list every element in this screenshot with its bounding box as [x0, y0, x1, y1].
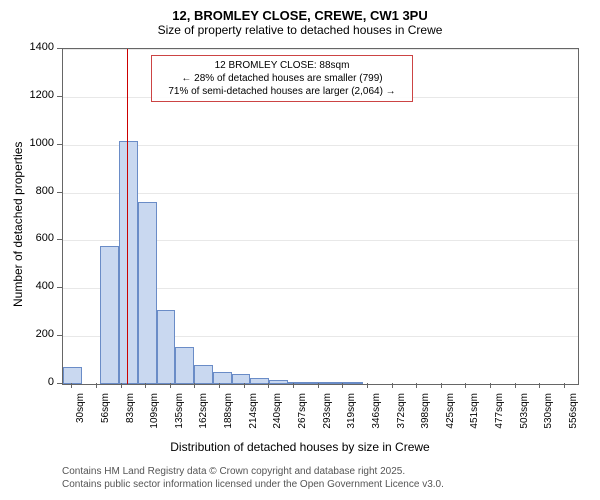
x-tick-label: 530sqm	[543, 393, 554, 435]
x-tick-label: 398sqm	[420, 393, 431, 435]
x-tick-label: 372sqm	[396, 393, 407, 435]
x-tick	[392, 383, 393, 388]
x-tick	[96, 383, 97, 388]
x-tick	[71, 383, 72, 388]
x-tick	[145, 383, 146, 388]
x-tick-label: 477sqm	[494, 393, 505, 435]
y-tick	[57, 335, 62, 336]
x-tick	[318, 383, 319, 388]
x-tick	[170, 383, 171, 388]
x-tick-label: 503sqm	[519, 393, 530, 435]
x-tick-label: 267sqm	[297, 393, 308, 435]
x-tick	[490, 383, 491, 388]
histogram-bar	[157, 310, 176, 384]
histogram-bar	[288, 382, 307, 384]
x-tick-label: 319sqm	[346, 393, 357, 435]
footer-line2: Contains public sector information licen…	[62, 478, 444, 491]
x-tick-label: 214sqm	[248, 393, 259, 435]
x-tick	[441, 383, 442, 388]
y-tick	[57, 192, 62, 193]
histogram-bar	[213, 372, 232, 384]
y-tick	[57, 287, 62, 288]
x-tick-label: 451sqm	[469, 393, 480, 435]
histogram-bar	[100, 246, 119, 384]
histogram-bar	[138, 202, 157, 384]
x-tick	[564, 383, 565, 388]
histogram-bar	[119, 141, 138, 384]
annotation-line: 71% of semi-detached houses are larger (…	[158, 85, 406, 98]
chart-title-main: 12, BROMLEY CLOSE, CREWE, CW1 3PU	[0, 0, 600, 23]
y-tick-label: 1400	[14, 41, 54, 53]
x-tick	[121, 383, 122, 388]
histogram-bar	[306, 382, 325, 384]
histogram-bar	[194, 365, 213, 384]
y-tick	[57, 48, 62, 49]
histogram-bar	[269, 380, 288, 384]
x-tick	[416, 383, 417, 388]
x-tick	[268, 383, 269, 388]
plot-area: 12 BROMLEY CLOSE: 88sqm← 28% of detached…	[62, 48, 579, 385]
histogram-bar	[232, 374, 251, 384]
footer-line1: Contains HM Land Registry data © Crown c…	[62, 465, 444, 478]
x-tick	[244, 383, 245, 388]
x-tick	[194, 383, 195, 388]
grid-line	[63, 193, 578, 194]
x-tick	[515, 383, 516, 388]
x-tick-label: 56sqm	[100, 393, 111, 435]
x-tick-label: 240sqm	[272, 393, 283, 435]
y-tick	[57, 96, 62, 97]
x-tick-label: 135sqm	[174, 393, 185, 435]
x-tick	[367, 383, 368, 388]
y-tick	[57, 239, 62, 240]
y-tick-label: 200	[14, 328, 54, 340]
histogram-bar	[325, 382, 344, 384]
x-tick	[539, 383, 540, 388]
x-tick-label: 83sqm	[125, 393, 136, 435]
chart-title-sub: Size of property relative to detached ho…	[0, 23, 600, 41]
annotation-line: ← 28% of detached houses are smaller (79…	[158, 72, 406, 85]
y-tick-label: 600	[14, 232, 54, 244]
x-tick-label: 293sqm	[322, 393, 333, 435]
footer-attribution: Contains HM Land Registry data © Crown c…	[62, 465, 444, 491]
y-tick-label: 0	[14, 376, 54, 388]
reference-line	[127, 49, 128, 384]
grid-line	[63, 145, 578, 146]
y-tick	[57, 383, 62, 384]
annotation-line: 12 BROMLEY CLOSE: 88sqm	[158, 59, 406, 72]
y-tick-label: 800	[14, 185, 54, 197]
chart-container: 12, BROMLEY CLOSE, CREWE, CW1 3PU Size o…	[0, 0, 600, 500]
x-tick-label: 346sqm	[371, 393, 382, 435]
histogram-bar	[175, 347, 194, 384]
y-tick-label: 1200	[14, 89, 54, 101]
x-tick	[342, 383, 343, 388]
x-axis-label: Distribution of detached houses by size …	[0, 440, 600, 454]
annotation-box: 12 BROMLEY CLOSE: 88sqm← 28% of detached…	[151, 55, 413, 102]
y-tick-label: 400	[14, 280, 54, 292]
x-tick-label: 188sqm	[223, 393, 234, 435]
grid-line	[63, 49, 578, 50]
x-tick-label: 556sqm	[568, 393, 579, 435]
histogram-bar	[250, 378, 269, 384]
histogram-bar	[63, 367, 82, 384]
y-tick	[57, 144, 62, 145]
x-tick-label: 30sqm	[75, 393, 86, 435]
y-tick-label: 1000	[14, 137, 54, 149]
x-tick-label: 425sqm	[445, 393, 456, 435]
x-tick	[219, 383, 220, 388]
x-tick	[465, 383, 466, 388]
x-tick	[293, 383, 294, 388]
histogram-bar	[344, 382, 363, 384]
x-tick-label: 109sqm	[149, 393, 160, 435]
x-tick-label: 162sqm	[198, 393, 209, 435]
